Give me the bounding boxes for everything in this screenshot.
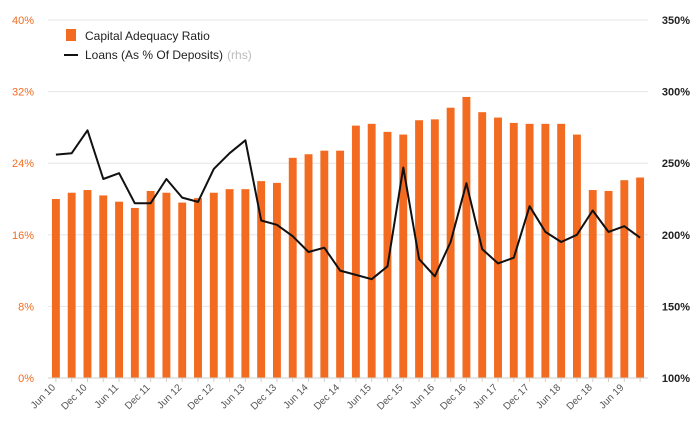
x-tick-label: Dec 11 — [123, 382, 153, 412]
bar — [130, 207, 139, 378]
bar — [209, 192, 218, 378]
y-left-tick-label: 8% — [18, 301, 34, 313]
x-tick-label: Dec 16 — [438, 382, 468, 412]
bar — [178, 202, 187, 378]
bar — [557, 123, 566, 378]
x-tick-label: Dec 15 — [375, 382, 405, 412]
x-tick-label: Dec 13 — [249, 382, 279, 412]
x-tick-label: Jun 13 — [218, 382, 247, 411]
legend-label-loans: Loans (As % Of Deposits) (rhs) — [85, 48, 252, 62]
x-tick-label: Jun 11 — [93, 382, 122, 411]
bar — [604, 190, 613, 378]
y-left-tick-label: 32% — [12, 87, 34, 99]
y-right-tick-label: 350% — [662, 15, 690, 27]
x-tick-label: Dec 18 — [565, 382, 595, 412]
bar — [273, 182, 281, 378]
bar — [162, 192, 171, 378]
legend: Capital Adequacy Ratio Loans (As % Of De… — [64, 29, 252, 62]
y-right-tick-label: 300% — [662, 87, 690, 99]
legend-label-loans-note: (rhs) — [227, 48, 252, 62]
x-tick-label: Jun 18 — [534, 382, 563, 411]
bar — [399, 134, 408, 378]
line-series-loans — [55, 129, 641, 281]
loans-line — [55, 129, 641, 281]
bar — [304, 154, 313, 378]
bar — [51, 199, 60, 378]
bar — [573, 134, 581, 378]
bar — [462, 96, 471, 378]
y-right-tick-label: 200% — [662, 230, 690, 242]
x-tick-label: Dec 10 — [59, 382, 89, 412]
x-tick-label: Jun 15 — [345, 382, 374, 411]
x-tick-label: Jun 10 — [29, 382, 58, 411]
bar — [146, 190, 155, 378]
bar — [415, 120, 423, 379]
y-left-tick-label: 40% — [12, 15, 34, 27]
bar — [351, 125, 360, 378]
x-tick-label: Dec 14 — [312, 382, 342, 412]
bar — [241, 189, 250, 378]
bar — [636, 177, 645, 378]
bar — [320, 150, 329, 378]
bar — [367, 123, 376, 378]
legend-label-capital-adequacy: Capital Adequacy Ratio — [85, 29, 210, 43]
x-tick-label: Jun 14 — [282, 382, 311, 411]
bar — [194, 198, 202, 378]
legend-swatch-capital-adequacy — [66, 29, 76, 41]
y-right-tick-label: 250% — [662, 158, 690, 170]
x-tick-label: Dec 17 — [502, 382, 532, 412]
y-left-tick-label: 24% — [12, 158, 34, 170]
x-tick-label: Jun 16 — [408, 382, 437, 411]
x-tick-label: Jun 12 — [155, 382, 184, 411]
y-right-tick-label: 150% — [662, 301, 690, 313]
y-left-tick-label: 0% — [18, 373, 34, 385]
bar — [288, 157, 297, 378]
x-tick-label: Jun 19 — [597, 382, 626, 411]
bar — [225, 189, 234, 378]
axes: 0% 8% 16% 24% 32% 40% 100% 150% 200% 250% 300% 350%… — [12, 15, 690, 413]
y-right-tick-label: 100% — [662, 373, 690, 385]
x-tick-label: Dec 12 — [186, 382, 216, 412]
bar — [509, 122, 518, 378]
bar — [541, 123, 550, 378]
x-tick-label: Jun 17 — [471, 382, 500, 411]
bar — [99, 195, 108, 378]
bar — [620, 180, 629, 378]
y-left-tick-label: 16% — [12, 230, 34, 242]
bar — [336, 150, 345, 378]
bar — [494, 117, 502, 379]
bar — [67, 192, 76, 378]
bar-series-capital-adequacy — [51, 96, 645, 379]
bar — [83, 190, 92, 378]
bar — [588, 190, 597, 378]
bar — [383, 131, 392, 378]
legend-label-loans-text: Loans (As % Of Deposits) — [85, 48, 223, 62]
bar — [115, 201, 123, 378]
bar — [430, 119, 439, 378]
bar — [525, 123, 534, 378]
bar — [257, 181, 266, 378]
